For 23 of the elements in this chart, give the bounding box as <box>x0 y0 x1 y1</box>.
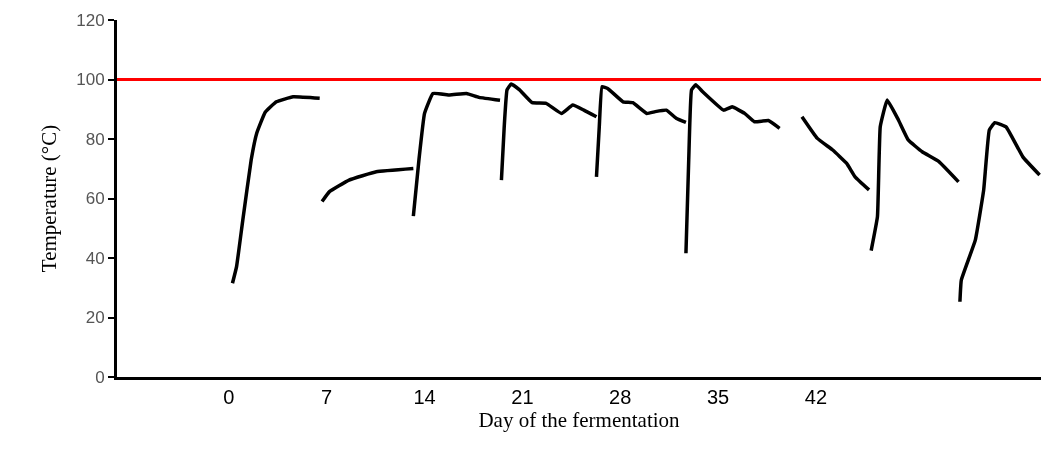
y-tick-label: 120 <box>76 10 105 30</box>
x-tick-label: 14 <box>413 386 436 408</box>
y-tick-label: 60 <box>85 189 105 209</box>
x-tick-label: 0 <box>223 386 235 408</box>
x-tick-label: 42 <box>804 386 828 408</box>
line-series <box>958 120 1041 304</box>
y-tick-label: 80 <box>85 129 105 149</box>
x-tick-label: 21 <box>511 386 534 408</box>
line-series <box>869 98 961 253</box>
line-series <box>230 95 322 286</box>
line-series <box>684 83 782 255</box>
y-tick-label: 0 <box>95 367 105 387</box>
y-tick-label: 100 <box>76 70 105 90</box>
y-tick-label: 20 <box>85 308 105 328</box>
x-tick-label: 28 <box>609 386 632 408</box>
y-axis-title: Temperature (°C) <box>37 124 62 273</box>
x-tick-label: 7 <box>321 386 333 408</box>
x-axis-title: Day of the fermentation <box>478 408 681 432</box>
x-tick-label: 35 <box>706 386 730 408</box>
line-series <box>800 114 871 192</box>
line-series <box>320 166 416 204</box>
line-series <box>411 91 502 218</box>
y-tick-label: 40 <box>85 248 105 268</box>
